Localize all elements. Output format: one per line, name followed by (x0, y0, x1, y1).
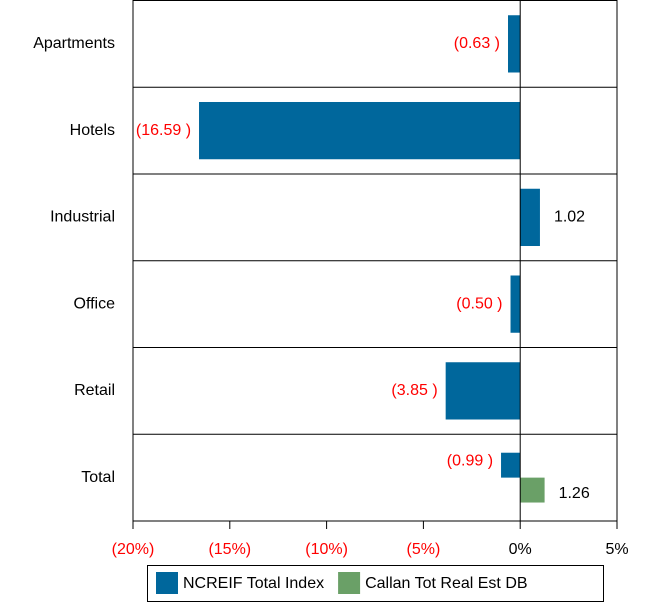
bar (520, 188, 540, 247)
x-tick-label: (15%) (208, 541, 251, 558)
legend-label: Callan Tot Real Est DB (365, 575, 527, 592)
bar (508, 15, 521, 73)
y-tick-label: Apartments (33, 35, 115, 52)
bar (199, 101, 521, 160)
y-tick-label: Retail (74, 382, 115, 399)
legend-swatch (338, 572, 361, 594)
value-label: (0.99 ) (447, 453, 493, 470)
bar (510, 275, 521, 333)
value-label: 1.26 (559, 485, 590, 502)
bar (445, 362, 521, 420)
legend-label: NCREIF Total Index (183, 575, 324, 592)
value-label: (0.50 ) (456, 295, 502, 312)
y-tick-label: Total (81, 469, 115, 486)
x-tick-label: (5%) (407, 541, 441, 558)
y-tick-label: Industrial (50, 209, 115, 226)
legend-swatch (156, 572, 178, 594)
value-label: (3.85 ) (391, 382, 437, 399)
value-label: (0.63 ) (454, 35, 500, 52)
value-label: 1.02 (554, 209, 585, 226)
x-tick-label: (20%) (112, 541, 155, 558)
bar (520, 477, 545, 503)
y-tick-label: Hotels (70, 122, 115, 139)
x-tick-label: (10%) (305, 541, 348, 558)
bar (501, 452, 521, 478)
x-tick-label: 0% (509, 541, 532, 558)
x-tick-label: 5% (605, 541, 628, 558)
y-tick-label: Office (74, 295, 116, 312)
value-label: (16.59 ) (136, 122, 191, 139)
